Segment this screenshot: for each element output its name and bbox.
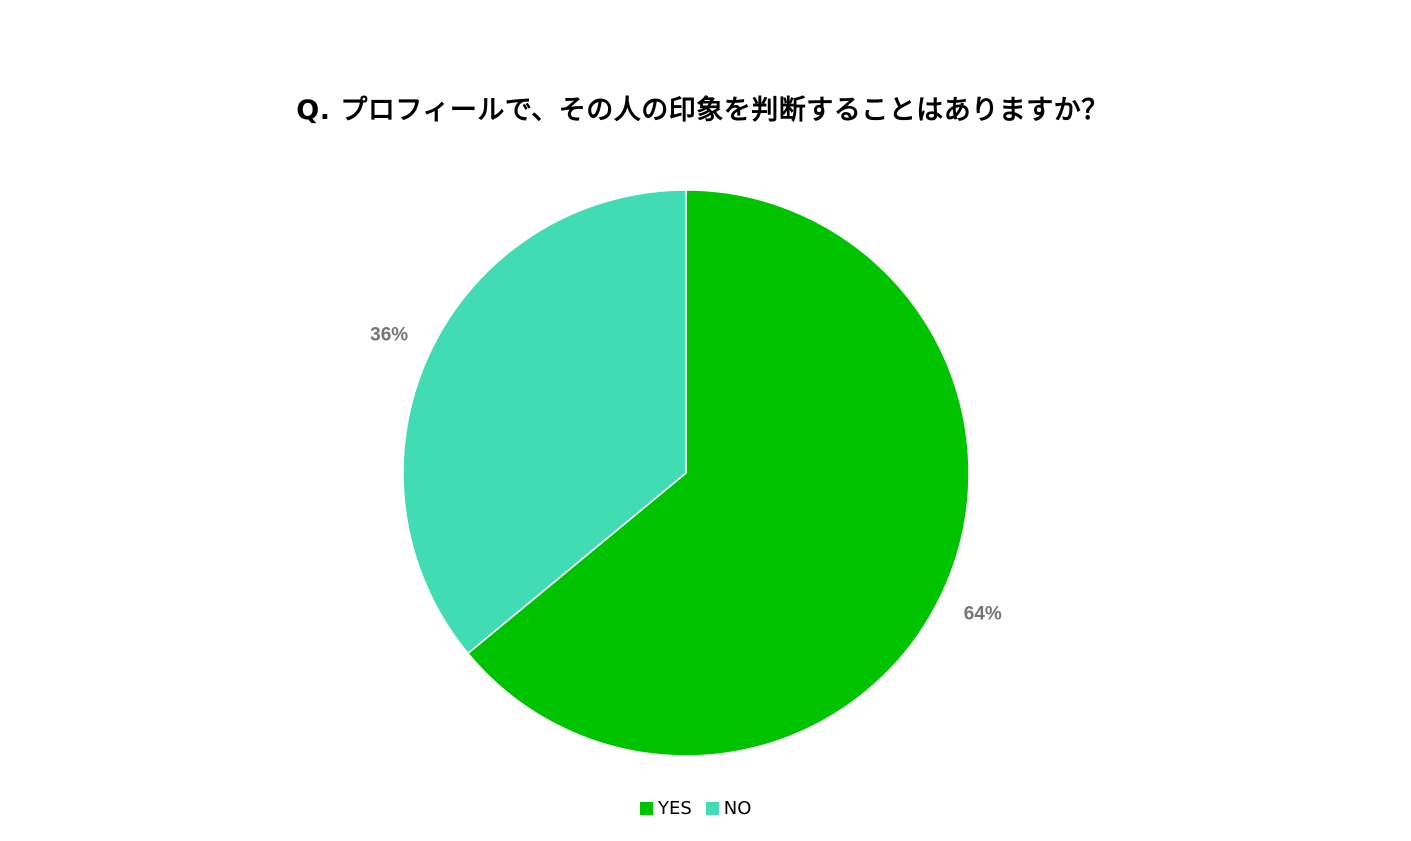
chart-legend: YES NO: [640, 796, 765, 820]
chart-title: Q. プロフィールで、その人の印象を判断することはありますか？: [296, 95, 1109, 126]
legend-item-yes: YES: [640, 798, 692, 819]
data-label-no: 36%: [370, 324, 408, 345]
legend-label-no: NO: [723, 797, 752, 819]
legend-item-no: NO: [705, 797, 752, 819]
pie-data-labels: 64% 36%: [370, 324, 1002, 624]
pie-slice-no: [402, 189, 687, 655]
legend-label-yes: YES: [658, 797, 692, 819]
data-label-yes: 64%: [964, 604, 1002, 625]
legend-swatch-no: [705, 801, 719, 815]
legend-swatch-yes: [640, 801, 653, 815]
pie-slices: [402, 189, 970, 757]
pie-slice-yes: [466, 189, 970, 757]
